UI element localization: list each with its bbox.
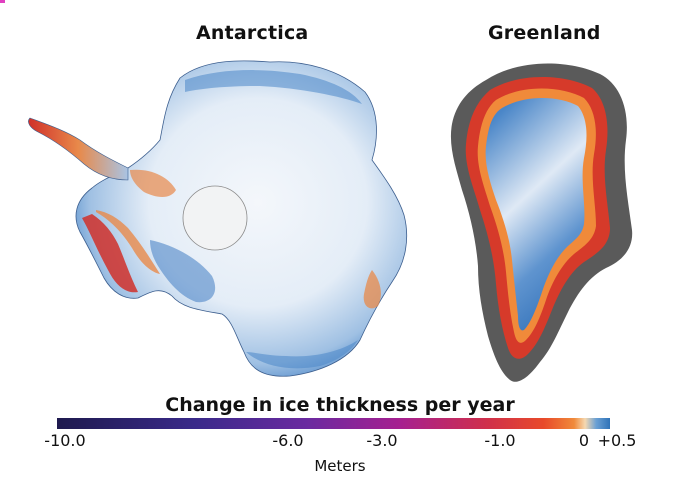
greenland-interior-ice — [485, 98, 587, 331]
ross-region-orange — [130, 169, 176, 197]
coast-blue-south — [246, 340, 358, 369]
tick-label-plus-0-5: +0.5 — [597, 431, 637, 450]
greenland-title: Greenland — [488, 22, 601, 44]
antarctica-title: Antarctica — [196, 22, 309, 44]
unit-label: Meters — [314, 457, 366, 475]
tick-label-minus-10: -10.0 — [44, 431, 86, 450]
coast-blue-north — [185, 70, 362, 104]
tick-label-minus-6: -6.0 — [272, 431, 304, 450]
tick-label-minus-1: -1.0 — [484, 431, 516, 450]
tick-label-minus-3: -3.0 — [366, 431, 398, 450]
legend-title: Change in ice thickness per year — [165, 394, 515, 416]
coastal-red-east — [363, 270, 381, 309]
ice-shelf-blue — [150, 240, 216, 303]
colorbar — [57, 418, 610, 429]
pole-hole — [182, 185, 248, 251]
tick-label-zero: 0 — [578, 431, 590, 450]
corner-mark — [0, 0, 5, 3]
colorbar-gradient — [57, 418, 610, 429]
west-antarctica-thinning — [82, 214, 138, 293]
west-antarctica-orange — [96, 210, 160, 274]
antarctic-peninsula — [28, 117, 129, 181]
